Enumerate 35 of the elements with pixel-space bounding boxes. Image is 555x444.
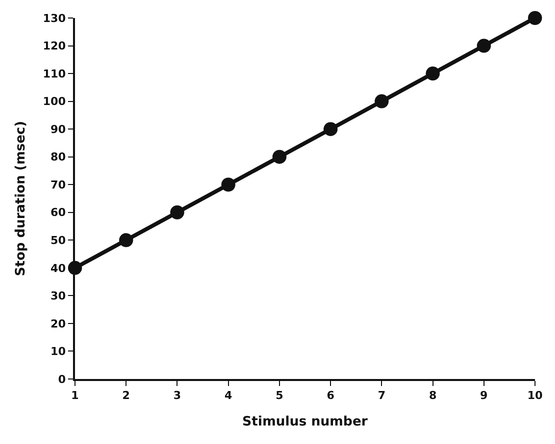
point: [476, 38, 491, 53]
y-tick-label: 80: [50, 150, 66, 164]
x-tick-label: 2: [122, 389, 130, 402]
x-tick-label: 9: [480, 389, 488, 402]
point: [221, 178, 236, 192]
point: [426, 66, 440, 81]
y-tick-label: 60: [50, 206, 66, 220]
point: [528, 11, 542, 25]
x-tick-label: 4: [224, 389, 232, 402]
y-tick-label: 50: [50, 234, 66, 247]
y-tick-label: 130: [42, 12, 66, 25]
point: [119, 233, 134, 248]
x-tick-label: 3: [173, 389, 182, 402]
x-tick-label: 8: [428, 389, 437, 402]
y-tick-label: 40: [50, 262, 66, 275]
x-tick-label: 10: [527, 389, 543, 402]
x-tick-label: 6: [326, 389, 335, 402]
point: [374, 94, 389, 108]
y-tick-label: 70: [50, 178, 66, 192]
y-tick-label: 100: [42, 95, 66, 108]
y-tick-label: 90: [50, 122, 66, 136]
y-tick-label: 0: [58, 372, 66, 386]
x-tick-label: 5: [276, 389, 284, 402]
y-tick-label: 120: [42, 40, 66, 53]
y-axis-title: Stop duration (msec): [13, 120, 28, 276]
point: [272, 150, 286, 164]
y-tick-label: 10: [50, 345, 66, 358]
y-tick-label: 20: [50, 317, 66, 330]
point: [170, 205, 184, 220]
x-axis-title: Stimulus number: [242, 414, 368, 430]
point: [324, 122, 338, 136]
y-tick-label: 30: [50, 290, 66, 303]
x-tick-label: 7: [378, 389, 386, 402]
y-tick-label: 110: [42, 67, 66, 80]
x-tick-label: 1: [71, 389, 79, 402]
